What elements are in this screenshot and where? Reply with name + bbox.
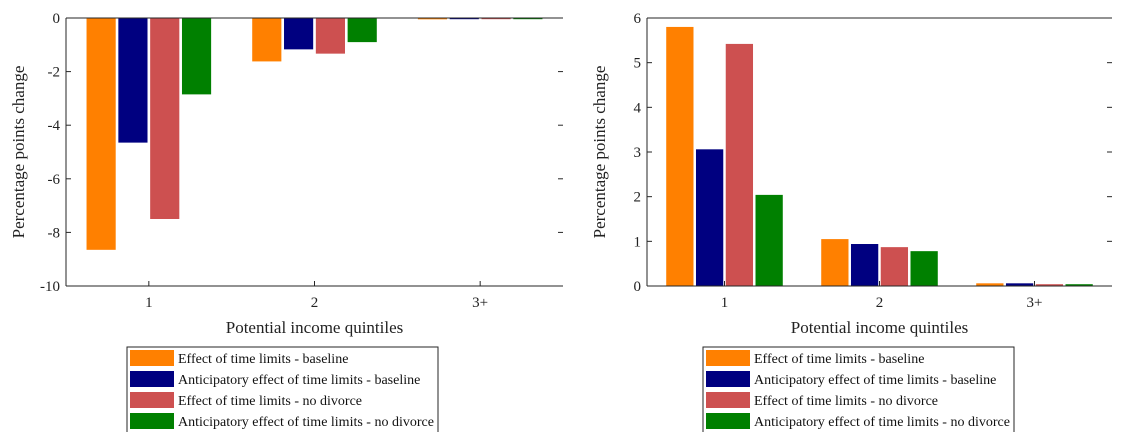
bar — [481, 18, 511, 20]
bar — [513, 18, 543, 20]
y-axis-label: Percentage points change — [9, 66, 28, 239]
bar — [695, 149, 724, 286]
legend-swatch — [706, 350, 750, 366]
legend-label: Anticipatory effect of time limits - bas… — [754, 373, 996, 388]
legend-swatch — [706, 392, 750, 408]
y-tick-label: 2 — [634, 190, 642, 206]
bar — [252, 18, 282, 62]
y-axis-label: Percentage points change — [590, 66, 609, 239]
legend-swatch — [130, 413, 174, 429]
bar — [1065, 284, 1093, 286]
y-tick-label: -6 — [48, 172, 61, 188]
x-tick-label: 3+ — [472, 295, 488, 311]
y-tick-label: -4 — [48, 118, 61, 134]
bar — [347, 18, 377, 43]
bar — [821, 239, 849, 286]
bar — [850, 244, 879, 286]
legend-box — [126, 346, 439, 432]
bar — [118, 18, 148, 143]
bar — [725, 43, 754, 286]
y-tick-label: 3 — [634, 145, 642, 161]
y-tick-label: 6 — [634, 11, 642, 27]
legend-swatch — [130, 371, 174, 387]
bar — [417, 18, 448, 20]
legend-swatch — [706, 371, 750, 387]
x-tick-label: 2 — [311, 295, 319, 311]
bar — [449, 18, 479, 20]
y-tick-label: 5 — [634, 56, 642, 72]
x-tick-label: 3+ — [1027, 295, 1043, 311]
legend-swatch — [130, 392, 174, 408]
bar — [181, 18, 212, 95]
x-axis-label: Potential income quintiles — [791, 318, 969, 337]
legend-label: Effect of time limits - baseline — [754, 352, 924, 367]
x-tick-label: 1 — [721, 295, 729, 311]
bar — [150, 18, 180, 219]
bar — [86, 18, 116, 250]
y-tick-label: -8 — [48, 225, 61, 241]
legend-swatch — [706, 413, 750, 429]
x-axis-label: Potential income quintiles — [226, 318, 404, 337]
legend: Effect of time limits - baseline Anticipa… — [126, 346, 439, 432]
bar — [910, 251, 938, 286]
bar — [1005, 283, 1034, 286]
y-tick-label: 0 — [53, 11, 61, 27]
y-tick-label: 0 — [634, 279, 642, 295]
legend: Effect of time limits - baseline Anticipa… — [702, 346, 1015, 432]
x-tick-label: 1 — [145, 295, 153, 311]
legend-label: Anticipatory effect of time limits - no … — [754, 415, 1010, 430]
chart-panel-2: 0 1 2 3 4 5 6 1 2 3+ Potential income quintiles Per… — [590, 11, 1112, 432]
legend-label: Anticipatory effect of time limits - bas… — [178, 373, 420, 388]
legend-swatch — [130, 350, 174, 366]
bar — [1035, 284, 1064, 286]
bar — [880, 247, 909, 286]
bar — [315, 18, 345, 54]
y-tick-label: -2 — [48, 65, 61, 81]
bar — [284, 18, 314, 50]
y-tick-label: 1 — [634, 234, 642, 250]
legend-box — [702, 346, 1015, 432]
chart-panel-1: 0 -2 -4 -6 -8 -10 1 2 3+ Potential income quintil… — [9, 11, 563, 432]
legend-label: Effect of time limits - no divorce — [178, 394, 362, 409]
x-tick-label: 2 — [876, 295, 884, 311]
bar — [976, 283, 1004, 286]
legend-label: Anticipatory effect of time limits - no … — [178, 415, 434, 430]
bar — [666, 26, 694, 287]
legend-label: Effect of time limits - no divorce — [754, 394, 938, 409]
bar — [755, 194, 783, 286]
y-tick-label: 4 — [634, 100, 642, 116]
legend-label: Effect of time limits - baseline — [178, 352, 348, 367]
y-tick-label: -10 — [40, 279, 60, 295]
